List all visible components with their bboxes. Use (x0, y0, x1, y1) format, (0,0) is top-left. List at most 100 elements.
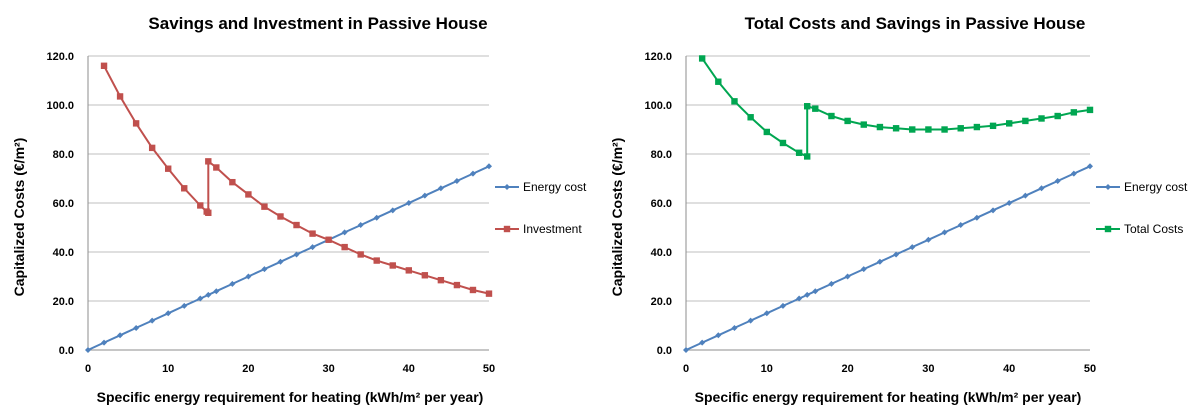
data-point (876, 123, 884, 131)
x-tick-label: 10 (761, 363, 773, 375)
data-point (731, 98, 738, 105)
data-point (421, 192, 428, 199)
y-tick-label: 120.0 (46, 51, 74, 63)
x-tick-label: 30 (922, 363, 934, 375)
data-point (117, 332, 124, 339)
x-tick-label: 10 (162, 363, 174, 375)
x-tick-label: 20 (841, 363, 853, 375)
data-point (860, 266, 867, 273)
data-point (213, 164, 220, 171)
data-point (699, 339, 706, 346)
data-point (812, 288, 819, 295)
data-point (747, 114, 754, 121)
data-point (989, 122, 997, 130)
chart-2-xlabel: Specific energy requirement for heating … (695, 389, 1082, 405)
data-point (437, 276, 445, 284)
x-tick-label: 40 (1003, 363, 1015, 375)
series-line (701, 57, 1091, 158)
legend-entry: Energy cost (1096, 180, 1188, 194)
data-point (100, 62, 108, 69)
data-point (763, 310, 770, 317)
data-point (325, 236, 332, 243)
data-point (957, 222, 964, 229)
data-point (804, 103, 811, 110)
data-point (1038, 115, 1045, 122)
chart-2-plot-area: 0.0 20.0 40.0 60.0 80.0 100.0 120.0 0 10 20 30 40 50… (644, 51, 1188, 375)
chart-1-xlabel: Specific energy requirement for heating … (97, 389, 484, 405)
data-point (1054, 177, 1061, 184)
data-point (469, 286, 477, 294)
data-point (437, 185, 444, 192)
legend-entry: Total Costs (1096, 222, 1183, 236)
data-point (229, 178, 236, 186)
chart-1-ylabel: Capitalized Costs (€/m²) (11, 138, 27, 297)
data-point (990, 207, 997, 214)
data-point (973, 214, 980, 221)
data-point (205, 209, 212, 216)
data-point (181, 185, 188, 192)
x-tick-label: 0 (85, 363, 91, 375)
data-point (181, 302, 188, 309)
legend-label: Energy cost (1124, 180, 1188, 194)
data-point (925, 126, 932, 133)
data-point (925, 236, 932, 243)
y-tick-label: 100.0 (644, 100, 672, 112)
chart-2-ylabel: Capitalized Costs (€/m²) (609, 138, 625, 297)
data-point (148, 144, 156, 152)
data-point (804, 291, 811, 298)
data-point (812, 105, 819, 112)
y-tick-label: 40.0 (53, 247, 74, 259)
data-point (892, 125, 900, 132)
data-point (698, 55, 706, 62)
data-point (844, 273, 851, 280)
data-point (261, 203, 268, 210)
legend-entry: Investment (495, 222, 582, 236)
legend-marker (504, 184, 510, 190)
data-point (245, 191, 252, 198)
chart-2-title: Total Costs and Savings in Passive House (745, 14, 1086, 33)
data-point (421, 272, 429, 279)
data-point (973, 123, 981, 131)
series-investment (100, 62, 493, 297)
data-point (795, 149, 803, 156)
data-point (731, 324, 738, 331)
data-point (341, 243, 348, 251)
data-point (205, 158, 212, 165)
data-point (715, 78, 722, 85)
chart-1-title: Savings and Investment in Passive House (148, 14, 487, 33)
series-line (87, 165, 490, 351)
data-point (197, 295, 204, 302)
y-tick-label: 60.0 (53, 198, 74, 210)
data-point (715, 332, 722, 339)
series-total-costs (698, 55, 1094, 160)
data-point (389, 262, 396, 269)
data-point (405, 200, 412, 206)
data-point (1022, 192, 1029, 199)
data-point (1086, 106, 1094, 114)
data-point (277, 258, 284, 265)
legend-label: Total Costs (1124, 222, 1183, 236)
data-point (165, 165, 172, 172)
data-point (941, 126, 948, 133)
data-point (132, 120, 140, 127)
data-point (957, 125, 964, 132)
y-tick-label: 80.0 (651, 149, 672, 161)
data-point (453, 281, 461, 289)
data-point (453, 177, 460, 184)
data-point (293, 221, 300, 229)
data-point (357, 251, 364, 258)
data-point (341, 229, 348, 236)
data-point (941, 229, 948, 236)
data-point (293, 251, 300, 258)
data-point (373, 214, 380, 221)
data-point (373, 257, 380, 264)
data-point (165, 310, 172, 317)
data-point (229, 280, 236, 287)
data-point (205, 291, 212, 298)
data-point (261, 266, 268, 273)
x-tick-label: 40 (403, 363, 415, 375)
legend-marker (503, 225, 511, 233)
y-tick-label: 20.0 (53, 296, 74, 308)
legend-marker (1104, 225, 1112, 233)
